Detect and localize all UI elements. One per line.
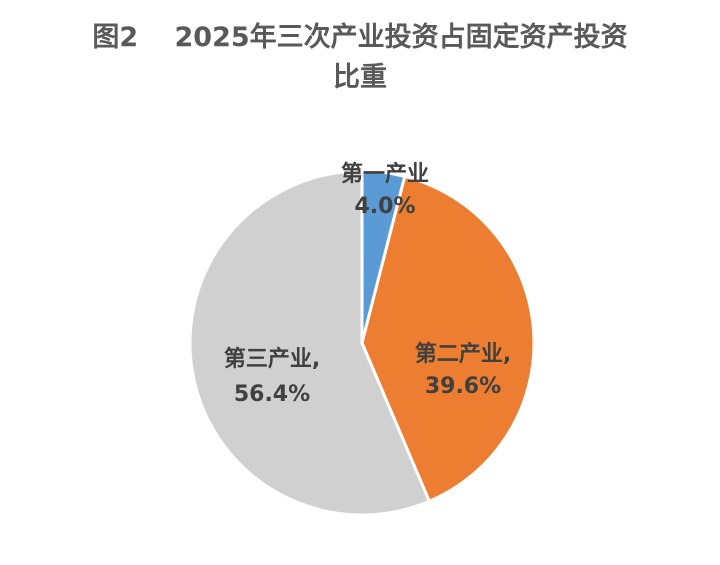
pie-slice xyxy=(188,169,432,517)
slice-category-label: 第一产业 xyxy=(341,161,429,187)
slice-value-label: 4.0% xyxy=(354,194,415,219)
slice-category-label: 第二产业, xyxy=(415,341,511,367)
slice-value-label: 39.6% xyxy=(425,374,501,399)
slice-category-label: 第三产业, xyxy=(224,346,320,372)
slice-value-label: 56.4% xyxy=(234,382,310,407)
chart-title: 图2 2025年三次产业投资占固定资产投资比重 xyxy=(92,22,628,93)
pie-slice xyxy=(360,174,536,504)
